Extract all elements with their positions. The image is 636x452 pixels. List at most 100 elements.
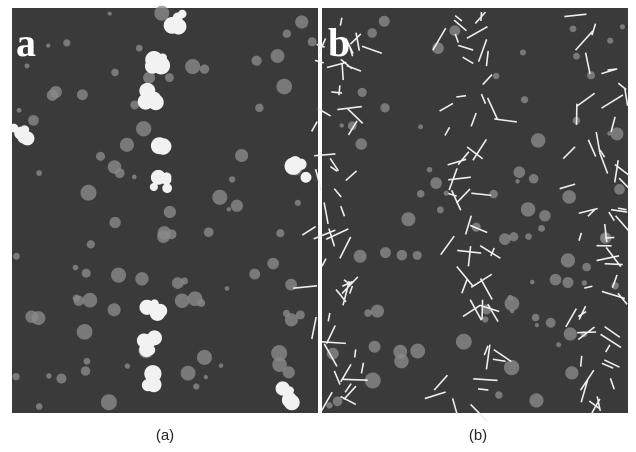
texture-shape	[252, 56, 262, 66]
texture-shape	[607, 69, 617, 70]
texture-shape	[573, 53, 580, 60]
texture-shape	[367, 28, 377, 38]
texture-shape	[493, 73, 500, 80]
texture-shape	[620, 24, 625, 29]
texture-shape	[283, 366, 295, 378]
texture-shape	[430, 177, 442, 189]
texture-shape	[276, 229, 284, 237]
texture-shape	[499, 233, 511, 245]
texture-shape	[481, 12, 482, 21]
texture-shape	[120, 138, 134, 152]
texture-shape	[581, 356, 582, 367]
texture-shape	[437, 206, 444, 213]
texture-shape	[509, 232, 518, 241]
texture-shape	[235, 149, 248, 162]
texture-shape	[115, 168, 125, 178]
texture-shape	[101, 394, 117, 410]
texture-shape	[188, 291, 203, 306]
texture-shape	[295, 200, 301, 206]
texture-shape	[283, 30, 291, 38]
figure: a b (a) (b)	[0, 0, 636, 447]
texture-shape	[562, 190, 576, 204]
texture-shape	[489, 190, 498, 199]
texture-shape	[565, 366, 578, 379]
texture-shape	[380, 247, 391, 258]
texture-shape	[550, 274, 562, 286]
texture-shape	[181, 366, 196, 381]
texture-shape	[515, 179, 519, 183]
texture-shape	[47, 90, 58, 101]
texture-shape	[231, 200, 243, 212]
texture-shape	[108, 12, 112, 16]
texture-shape	[132, 175, 137, 180]
texture-shape	[82, 269, 91, 278]
texture-shape	[150, 299, 158, 307]
texture-shape	[538, 225, 545, 232]
texture-shape	[139, 342, 154, 357]
caption: (b)	[469, 427, 487, 444]
texture-shape	[295, 159, 306, 170]
texture-shape	[358, 88, 367, 97]
texture-shape	[125, 363, 130, 368]
texture-shape	[614, 184, 625, 195]
texture-shape	[582, 263, 591, 272]
texture-shape	[340, 123, 344, 127]
texture-shape	[482, 316, 488, 322]
texture-shape	[77, 324, 93, 340]
texture-shape	[109, 217, 120, 228]
texture-shape	[521, 202, 535, 216]
texture-shape	[397, 250, 408, 261]
texture-shape	[136, 121, 151, 136]
texture-shape	[144, 94, 158, 108]
texture-shape	[418, 124, 423, 129]
texture-shape	[212, 190, 227, 205]
texture-shape	[77, 89, 88, 100]
texture-shape	[219, 363, 223, 367]
texture-shape	[510, 309, 514, 313]
texture-shape	[605, 264, 623, 265]
texture-shape	[271, 345, 287, 361]
texture-shape	[561, 253, 575, 267]
texture-shape	[255, 104, 263, 112]
texture-shape	[200, 64, 209, 73]
texture-shape	[96, 152, 105, 161]
texture-shape	[164, 206, 176, 218]
texture-shape	[355, 138, 367, 150]
texture-shape	[157, 230, 170, 243]
texture-shape	[379, 16, 390, 27]
texture-shape	[145, 59, 160, 74]
texture-shape	[135, 272, 148, 285]
texture-shape	[355, 349, 356, 357]
texture-shape	[276, 79, 292, 95]
texture-shape	[204, 375, 208, 379]
texture-shape	[301, 172, 312, 183]
texture-shape	[161, 175, 171, 185]
texture-shape	[150, 306, 165, 321]
texture-shape	[108, 303, 121, 316]
texture-shape	[81, 185, 97, 201]
texture-shape	[227, 207, 231, 211]
texture-shape	[285, 313, 298, 326]
texture-shape	[333, 396, 343, 406]
texture-shape	[158, 138, 169, 149]
texture-shape	[181, 277, 188, 284]
texture-shape	[111, 268, 126, 283]
texture-shape	[529, 174, 539, 184]
caption: (a)	[156, 427, 174, 444]
texture-shape	[535, 323, 539, 327]
texture-shape	[73, 265, 79, 271]
texture-shape	[546, 318, 556, 328]
texture-shape	[36, 403, 43, 410]
texture-shape	[564, 327, 577, 340]
texture-shape	[369, 341, 381, 353]
texture-shape	[532, 314, 540, 322]
texture-shape	[331, 92, 342, 93]
texture-shape	[175, 294, 190, 309]
texture-shape	[295, 15, 308, 28]
panel-label: b	[328, 20, 350, 65]
texture-shape	[56, 373, 66, 383]
panel-label: a	[16, 20, 36, 65]
texture-shape	[514, 166, 526, 178]
texture-shape	[12, 373, 19, 380]
texture-shape	[521, 96, 528, 103]
